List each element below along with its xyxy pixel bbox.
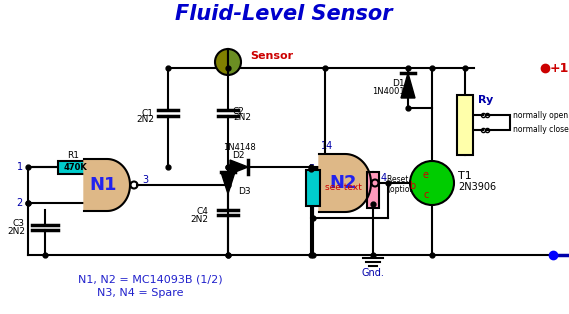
FancyBboxPatch shape [306, 170, 320, 206]
Circle shape [410, 161, 454, 205]
Text: N3, N4 = Spare: N3, N4 = Spare [97, 288, 183, 298]
Text: Reset Switch: Reset Switch [387, 176, 436, 185]
Text: R2: R2 [325, 174, 337, 182]
Text: 2N2: 2N2 [136, 115, 154, 123]
Text: T1: T1 [458, 171, 472, 181]
FancyBboxPatch shape [367, 172, 379, 208]
Text: 7: 7 [308, 192, 314, 202]
Polygon shape [221, 172, 235, 194]
FancyBboxPatch shape [457, 95, 473, 155]
Text: 470K: 470K [63, 163, 87, 171]
Text: see text: see text [325, 183, 362, 192]
Text: 2N2: 2N2 [7, 228, 25, 236]
Polygon shape [84, 159, 130, 211]
Text: D1: D1 [393, 78, 405, 88]
Text: 5: 5 [308, 164, 314, 174]
Text: +12V: +12V [550, 62, 569, 74]
Text: 4: 4 [381, 173, 387, 183]
Text: N2: N2 [329, 174, 357, 192]
Text: 2N2: 2N2 [233, 113, 251, 122]
Text: Gnd.: Gnd. [361, 268, 385, 278]
Text: R1: R1 [67, 150, 79, 160]
Text: 1: 1 [17, 162, 23, 172]
Wedge shape [215, 49, 228, 75]
Text: Ry: Ry [478, 95, 493, 105]
Text: (optional): (optional) [387, 186, 424, 194]
Text: 6: 6 [308, 178, 314, 188]
Text: C1: C1 [142, 109, 154, 117]
Text: b: b [409, 181, 415, 191]
Wedge shape [228, 49, 241, 75]
Text: 2: 2 [17, 198, 23, 208]
Text: 2N2: 2N2 [190, 214, 208, 224]
Text: 3: 3 [142, 175, 148, 185]
Text: Fluid-Level Sensor: Fluid-Level Sensor [175, 4, 393, 24]
Text: normally open: normally open [513, 111, 568, 120]
Polygon shape [230, 160, 248, 174]
Text: C3: C3 [13, 219, 25, 228]
Text: normally closed: normally closed [513, 126, 569, 134]
Text: Sensor: Sensor [250, 51, 293, 61]
Text: 1N4001: 1N4001 [372, 86, 405, 95]
Text: e: e [423, 170, 429, 180]
Text: 2N3906: 2N3906 [458, 182, 496, 192]
Text: N1: N1 [89, 176, 117, 194]
Text: N1, N2 = MC14093B (1/2): N1, N2 = MC14093B (1/2) [78, 275, 222, 285]
Text: D3: D3 [238, 187, 250, 196]
Text: C4: C4 [196, 208, 208, 216]
Text: C2: C2 [233, 106, 245, 116]
FancyBboxPatch shape [58, 160, 92, 174]
Text: 1N4148: 1N4148 [222, 143, 255, 153]
Text: D2: D2 [232, 151, 244, 160]
Polygon shape [319, 154, 371, 212]
Polygon shape [401, 73, 415, 98]
Text: 14: 14 [321, 141, 333, 151]
Text: c: c [423, 190, 428, 200]
